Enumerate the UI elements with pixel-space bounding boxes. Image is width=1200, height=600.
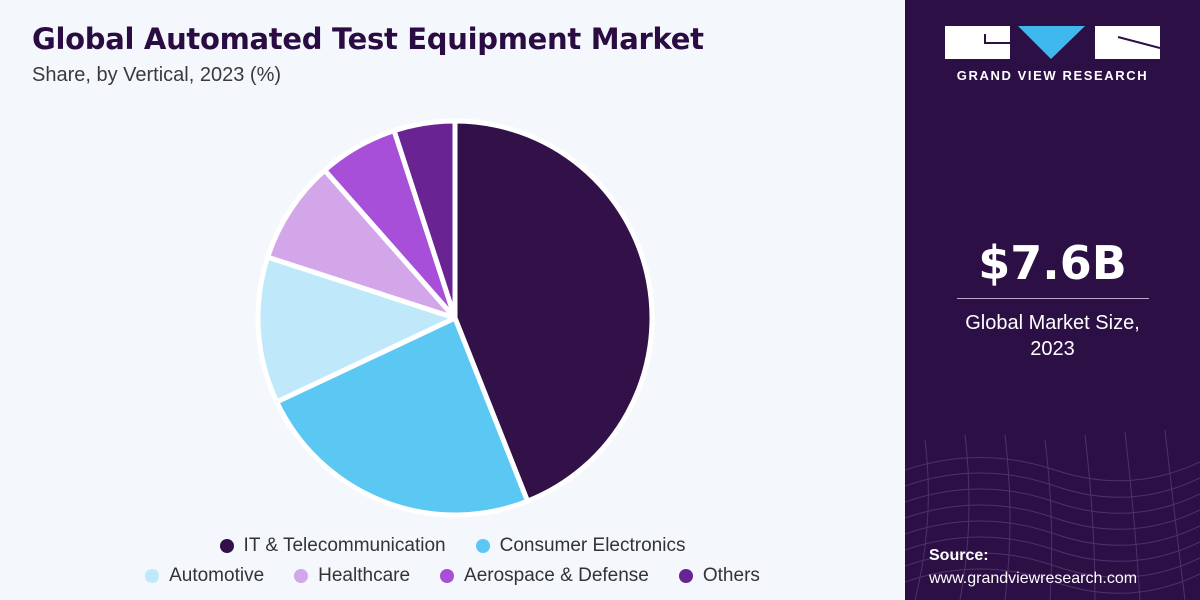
source-url[interactable]: www.grandviewresearch.com [929,570,1138,587]
legend-swatch [145,569,160,583]
legend-item-consumer-electronics: Consumer Electronics [475,535,686,557]
legend-label: Consumer Electronics [499,535,686,556]
gvr-logo-icon [945,26,1160,59]
legend-swatch [475,539,490,553]
legend-row: IT & Telecommunication Consumer Electroni… [0,535,905,557]
divider [957,298,1149,299]
legend-item-aerospace-defense: Aerospace & Defense [440,565,649,587]
market-size-label-line-2: 2023 [1030,338,1075,360]
legend-swatch [440,569,455,583]
chart-title: Global Automated Test Equipment Market [32,22,704,56]
legend-swatch [294,569,309,583]
legend-row: Automotive Healthcare Aerospace & Defense O… [0,565,905,587]
pie-slice-others [391,118,458,321]
brand-name: GRAND VIEW RESEARCH [956,68,1149,83]
market-size-label: Global Market Size, 2023 [945,310,1160,362]
legend-swatch [678,569,693,583]
chart-panel: Global Automated Test Equipment Market S… [0,0,905,600]
legend-label: Healthcare [318,565,411,586]
legend-item-it-telecommunication: IT & Telecommunication [219,535,446,557]
legend-item-healthcare: Healthcare [294,565,410,587]
source-title: Source: [929,547,989,564]
market-size-label-line-1: Global Market Size, [965,312,1140,334]
pie-chart [255,118,655,518]
pie-slice-consumer-electronics [274,315,531,518]
legend-swatch [219,539,234,553]
source-block: Source: www.grandviewresearch.com [929,544,1137,590]
legend-label: Others [702,565,760,586]
legend-label: IT & Telecommunication [243,535,446,556]
legend-item-others: Others [678,565,760,587]
summary-panel: GRAND VIEW RESEARCH $7.6B Global Market … [905,0,1200,600]
decorative-grid-wave [905,429,1200,600]
pie-slice-it-telecommunication [452,118,655,504]
market-size-value: $7.6B [978,236,1127,290]
legend-label: Automotive [169,565,265,586]
pie-slice-automotive [255,254,458,405]
brand-logo: GRAND VIEW RESEARCH [945,22,1160,83]
legend-label: Aerospace & Defense [464,565,649,586]
legend-item-automotive: Automotive [145,565,264,587]
chart-subtitle: Share, by Vertical, 2023 (%) [32,64,282,86]
